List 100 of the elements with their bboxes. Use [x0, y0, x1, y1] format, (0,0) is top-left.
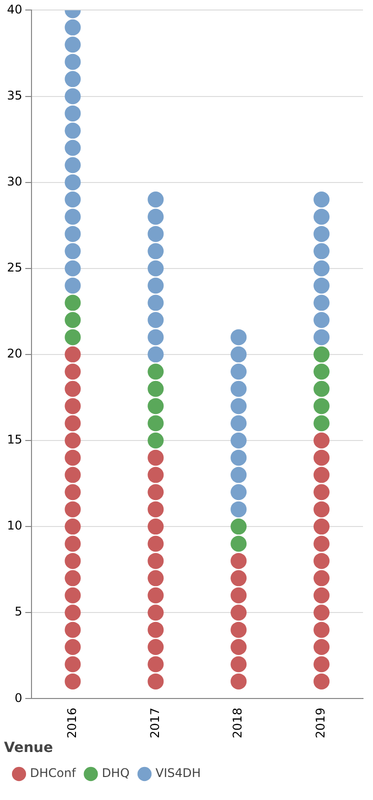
- point: [230, 656, 247, 672]
- point: [230, 604, 247, 621]
- point: [148, 208, 164, 225]
- point: [230, 501, 247, 518]
- point: [64, 380, 81, 397]
- y-tick-label: 20: [6, 346, 22, 361]
- point: [314, 294, 330, 311]
- point: [230, 552, 247, 569]
- point: [148, 329, 164, 346]
- y-tick-label: 5: [14, 604, 22, 619]
- point: [314, 398, 330, 414]
- point: [314, 208, 330, 225]
- point: [230, 432, 247, 448]
- point: [148, 450, 164, 466]
- point: [314, 536, 330, 552]
- point: [64, 36, 81, 53]
- point: [148, 312, 164, 328]
- point: [230, 346, 247, 362]
- point: [148, 673, 164, 690]
- point: [148, 278, 164, 294]
- x-tick-label: 2019: [314, 708, 328, 738]
- point: [148, 587, 164, 604]
- point: [64, 54, 81, 70]
- point: [314, 587, 330, 604]
- point: [148, 243, 164, 260]
- point: [148, 484, 164, 500]
- point: [64, 656, 81, 672]
- point: [64, 226, 81, 242]
- y-tick-label: 15: [6, 432, 22, 447]
- point: [148, 398, 164, 414]
- point: [148, 466, 164, 483]
- point: [314, 346, 330, 362]
- point: [314, 226, 330, 242]
- point: [64, 484, 81, 500]
- point: [314, 364, 330, 380]
- point: [230, 466, 247, 483]
- point: [148, 192, 164, 208]
- point: [64, 294, 81, 311]
- legend-label: DHQ: [102, 766, 130, 780]
- point: [64, 398, 81, 414]
- point: [64, 208, 81, 225]
- point: [64, 105, 81, 122]
- point: [230, 639, 247, 656]
- point: [230, 536, 247, 552]
- point: [148, 380, 164, 397]
- y-tick-label: 25: [6, 260, 22, 274]
- point: [64, 432, 81, 448]
- point: [64, 122, 81, 139]
- point: [148, 639, 164, 656]
- point: [64, 570, 81, 586]
- point: [314, 450, 330, 466]
- point: [230, 518, 247, 535]
- point: [64, 243, 81, 260]
- point: [230, 622, 247, 638]
- point: [64, 260, 81, 276]
- point: [148, 552, 164, 569]
- legend-label: DHConf: [30, 766, 77, 780]
- point: [148, 432, 164, 448]
- point: [64, 192, 81, 208]
- point: [314, 639, 330, 656]
- point: [64, 364, 81, 380]
- legend-label: VIS4DH: [156, 766, 201, 780]
- point: [230, 329, 247, 346]
- point: [148, 604, 164, 621]
- point: [64, 278, 81, 294]
- x-tick-label: 2016: [64, 708, 79, 738]
- point: [230, 570, 247, 586]
- point: [148, 656, 164, 672]
- point: [64, 174, 81, 190]
- point: [148, 364, 164, 380]
- point: [314, 484, 330, 500]
- point: [64, 587, 81, 604]
- point: [64, 312, 81, 328]
- point: [64, 639, 81, 656]
- point: [64, 157, 81, 174]
- point: [64, 622, 81, 638]
- point: [148, 570, 164, 586]
- point: [230, 398, 247, 414]
- point: [64, 673, 81, 690]
- y-tick-label: 30: [6, 174, 22, 188]
- point: [148, 226, 164, 242]
- point: [148, 260, 164, 276]
- point: [314, 192, 330, 208]
- point: [148, 501, 164, 518]
- point: [314, 622, 330, 638]
- point: [64, 466, 81, 483]
- y-tick-label: 0: [14, 690, 22, 705]
- point: [230, 415, 247, 432]
- point: [314, 415, 330, 432]
- point: [64, 140, 81, 156]
- point: [64, 518, 81, 535]
- point: [64, 88, 81, 104]
- point: [148, 415, 164, 432]
- x-tick-label: 2018: [230, 708, 245, 738]
- point: [314, 243, 330, 260]
- y-tick-label: 40: [6, 2, 22, 16]
- point: [314, 260, 330, 276]
- point: [64, 329, 81, 346]
- point: [314, 380, 330, 397]
- point: [230, 364, 247, 380]
